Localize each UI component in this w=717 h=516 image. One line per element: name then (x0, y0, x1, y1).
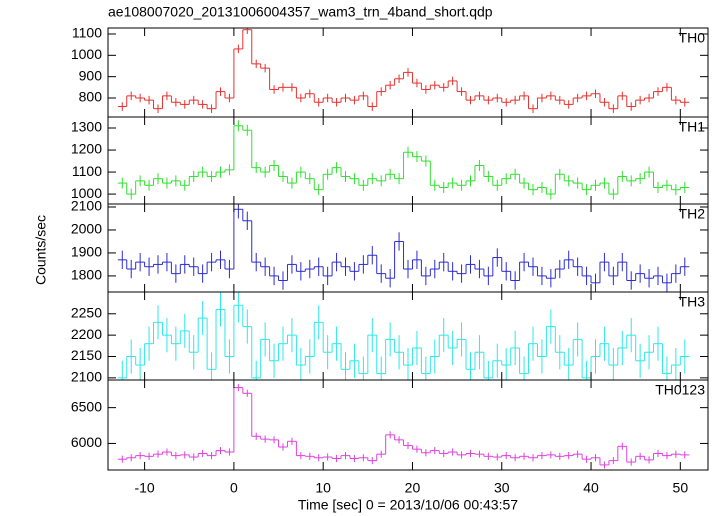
x-tick-label: 40 (583, 480, 599, 496)
panel-label: TH1 (679, 119, 706, 135)
y-tick-label: 2150 (71, 347, 102, 363)
panel (117, 292, 690, 380)
panel (117, 384, 690, 469)
y-tick-label: 1000 (71, 185, 102, 201)
panel (117, 28, 690, 113)
x-tick-label: 20 (405, 480, 421, 496)
y-tick-label: 1800 (71, 267, 102, 283)
chart-title: ae108007020_20131006004357_wam3_trn_4ban… (108, 4, 493, 20)
panel-label: TH0 (679, 30, 706, 46)
panel-label: TH3 (679, 294, 706, 310)
panel (117, 204, 690, 292)
x-tick-label: -10 (134, 480, 154, 496)
x-tick-label: 50 (673, 480, 689, 496)
y-tick-label: 1900 (71, 244, 102, 260)
y-tick-label: 800 (79, 89, 103, 105)
x-axis-label: Time [sec] 0 = 2013/10/06 00:43:57 (298, 497, 518, 513)
y-tick-label: 1200 (71, 141, 102, 157)
y-tick-label: 2100 (71, 198, 102, 214)
panel-frame (107, 379, 709, 471)
y-tick-label: 1000 (71, 46, 102, 62)
y-tick-label: 2250 (71, 304, 102, 320)
panel-frame (107, 203, 709, 293)
y-axis-label: Counts/sec (33, 215, 49, 285)
panel-label: TH0123 (655, 382, 705, 398)
y-tick-label: 1300 (71, 119, 102, 135)
x-tick-label: 10 (315, 480, 331, 496)
panel-label: TH2 (679, 206, 706, 222)
x-tick-label: 0 (230, 480, 238, 496)
y-tick-label: 2100 (71, 369, 102, 385)
y-tick-label: 6500 (71, 398, 102, 414)
y-tick-label: 2000 (71, 221, 102, 237)
y-tick-label: 1100 (72, 25, 102, 41)
y-tick-label: 6000 (71, 434, 102, 450)
y-tick-label: 1100 (72, 163, 102, 179)
panel (117, 120, 690, 200)
x-tick-label: 30 (494, 480, 510, 496)
y-tick-label: 2200 (71, 326, 102, 342)
y-tick-label: 900 (79, 67, 103, 83)
